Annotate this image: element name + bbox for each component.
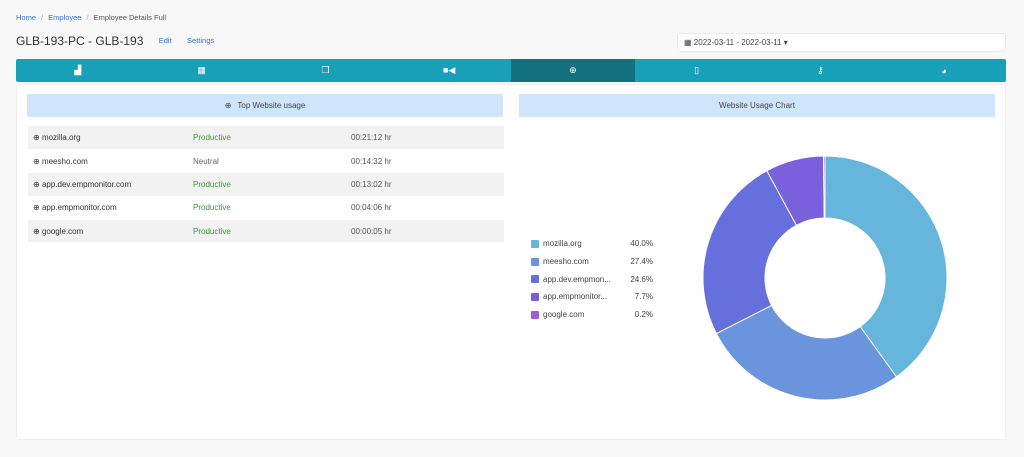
legend-swatch xyxy=(531,239,539,248)
settings-link[interactable]: Settings xyxy=(187,36,215,45)
edit-link[interactable]: Edit xyxy=(158,36,172,45)
donut-slice-mozilla-org[interactable] xyxy=(824,155,948,378)
donut-slice-google-com[interactable] xyxy=(822,155,826,219)
donut-slice-meesho-com[interactable] xyxy=(715,304,898,401)
legend-item[interactable]: meesho.com 27.4% xyxy=(531,253,653,271)
calendar-icon: ▦ xyxy=(197,65,206,75)
globe-icon: ⊕ xyxy=(33,132,40,142)
site-name: app.dev.empmonitor.com xyxy=(41,179,132,189)
globe-icon: ⊕ xyxy=(33,226,40,236)
tab-keystrokes[interactable]: ⚷ xyxy=(759,59,883,82)
table-row: ⊕ mozilla.org Productive 00:21:12 hr xyxy=(28,126,504,150)
page-title-row: GLB-193-PC - GLB-193 Edit Settings xyxy=(16,34,214,48)
tab-productivity[interactable]: ▟ xyxy=(16,59,140,82)
content-card: ⊕ Top Website usage ⊕ mozilla.org Product… xyxy=(16,84,1006,440)
legend-item[interactable]: mozilla.org 40.0% xyxy=(531,235,653,253)
globe-icon: ⊕ xyxy=(33,203,40,213)
pie-chart-icon: ◕ xyxy=(941,65,947,76)
chart-header: Website Usage Chart xyxy=(519,94,995,117)
donut-chart xyxy=(702,155,948,401)
legend-swatch xyxy=(531,257,539,266)
status: Productive xyxy=(193,132,231,142)
legend-label: meesho.com xyxy=(543,257,589,267)
tab-applications[interactable]: ▯ xyxy=(635,59,759,82)
legend-value: 27.4% xyxy=(630,257,653,267)
legend-label: mozilla.org xyxy=(543,239,582,249)
date-range-picker[interactable]: ▦ 2022-03-11 - 2022-03-11 ▾ xyxy=(677,33,1006,52)
tab-bar: ▟ ▦ ❐ ■◀ ⊕ ▯ ⚷ ◕ xyxy=(16,59,1006,82)
key-icon: ⚷ xyxy=(817,65,824,75)
tab-screenshots[interactable]: ❐ xyxy=(264,59,388,82)
site-name: app.empmonitor.com xyxy=(41,203,117,213)
table-row: ⊕ app.empmonitor.com Productive 00:04:06… xyxy=(28,196,504,220)
duration: 00:00:05 hr xyxy=(351,226,392,236)
tab-websites[interactable]: ⊕ xyxy=(511,59,635,82)
tab-timesheet[interactable]: ▦ xyxy=(140,59,264,82)
globe-icon: ⊕ xyxy=(33,156,40,166)
tab-screen-recordings[interactable]: ■◀ xyxy=(387,59,511,82)
legend-value: 0.2% xyxy=(634,310,653,320)
top-website-title: Top Website usage xyxy=(237,101,306,110)
screenshots-icon: ❐ xyxy=(321,65,330,75)
calendar-icon: ▦ xyxy=(684,38,692,47)
legend-item[interactable]: google.com 0.2% xyxy=(531,306,653,324)
status: Productive xyxy=(193,179,231,189)
legend-swatch xyxy=(531,310,539,319)
legend-item[interactable]: app.empmonitor... 7.7% xyxy=(531,288,653,306)
duration: 00:04:06 hr xyxy=(351,203,392,213)
legend-label: google.com xyxy=(543,310,585,320)
legend-item[interactable]: app.dev.empmon... 24.6% xyxy=(531,270,653,288)
top-website-header: ⊕ Top Website usage xyxy=(27,94,503,117)
table-row: ⊕ app.dev.empmonitor.com Productive 00:1… xyxy=(28,172,504,197)
table-row: ⊕ google.com Productive 00:00:05 hr xyxy=(28,219,504,243)
date-range-value: 2022-03-11 - 2022-03-11 xyxy=(693,38,782,47)
mobile-icon: ▯ xyxy=(694,65,700,75)
site-name: mozilla.org xyxy=(41,132,81,142)
chart-icon: ▟ xyxy=(74,65,82,75)
legend-value: 40.0% xyxy=(630,239,653,249)
duration: 00:14:32 hr xyxy=(351,156,392,166)
status: Neutral xyxy=(193,156,219,166)
donut-slice-app-dev-empmon[interactable] xyxy=(702,170,798,335)
globe-icon: ⊕ xyxy=(224,101,232,110)
breadcrumb: Home / Employee / Employee Details Full xyxy=(16,13,167,22)
chart-title: Website Usage Chart xyxy=(719,101,795,110)
caret-down-icon: ▾ xyxy=(783,38,788,47)
tab-usage-summary[interactable]: ◕ xyxy=(882,59,1006,82)
globe-icon: ⊕ xyxy=(33,179,40,189)
legend-swatch xyxy=(531,275,539,284)
legend-label: app.dev.empmon... xyxy=(543,274,611,284)
site-name: google.com xyxy=(41,226,84,236)
duration: 00:13:02 hr xyxy=(351,179,392,189)
status: Productive xyxy=(193,226,231,236)
breadcrumb-current: Employee Details Full xyxy=(93,13,167,22)
breadcrumb-employee[interactable]: Employee xyxy=(48,13,82,22)
globe-icon: ⊕ xyxy=(569,65,577,75)
video-icon: ■◀ xyxy=(442,65,456,75)
breadcrumb-home[interactable]: Home xyxy=(16,13,37,22)
legend-value: 7.7% xyxy=(634,292,653,302)
duration: 00:21:12 hr xyxy=(351,132,392,142)
chart-legend: mozilla.org 40.0% meesho.com 27.4% app.dev.e… xyxy=(531,235,653,323)
page-title: GLB-193-PC - GLB-193 xyxy=(16,34,144,48)
legend-swatch xyxy=(531,292,539,301)
website-table: ⊕ mozilla.org Productive 00:21:12 hr ⊕ me… xyxy=(28,126,504,243)
status: Productive xyxy=(193,203,231,213)
site-name: meesho.com xyxy=(41,156,88,166)
legend-value: 24.6% xyxy=(630,274,653,284)
legend-label: app.empmonitor... xyxy=(543,292,608,302)
table-row: ⊕ meesho.com Neutral 00:14:32 hr xyxy=(28,149,504,173)
